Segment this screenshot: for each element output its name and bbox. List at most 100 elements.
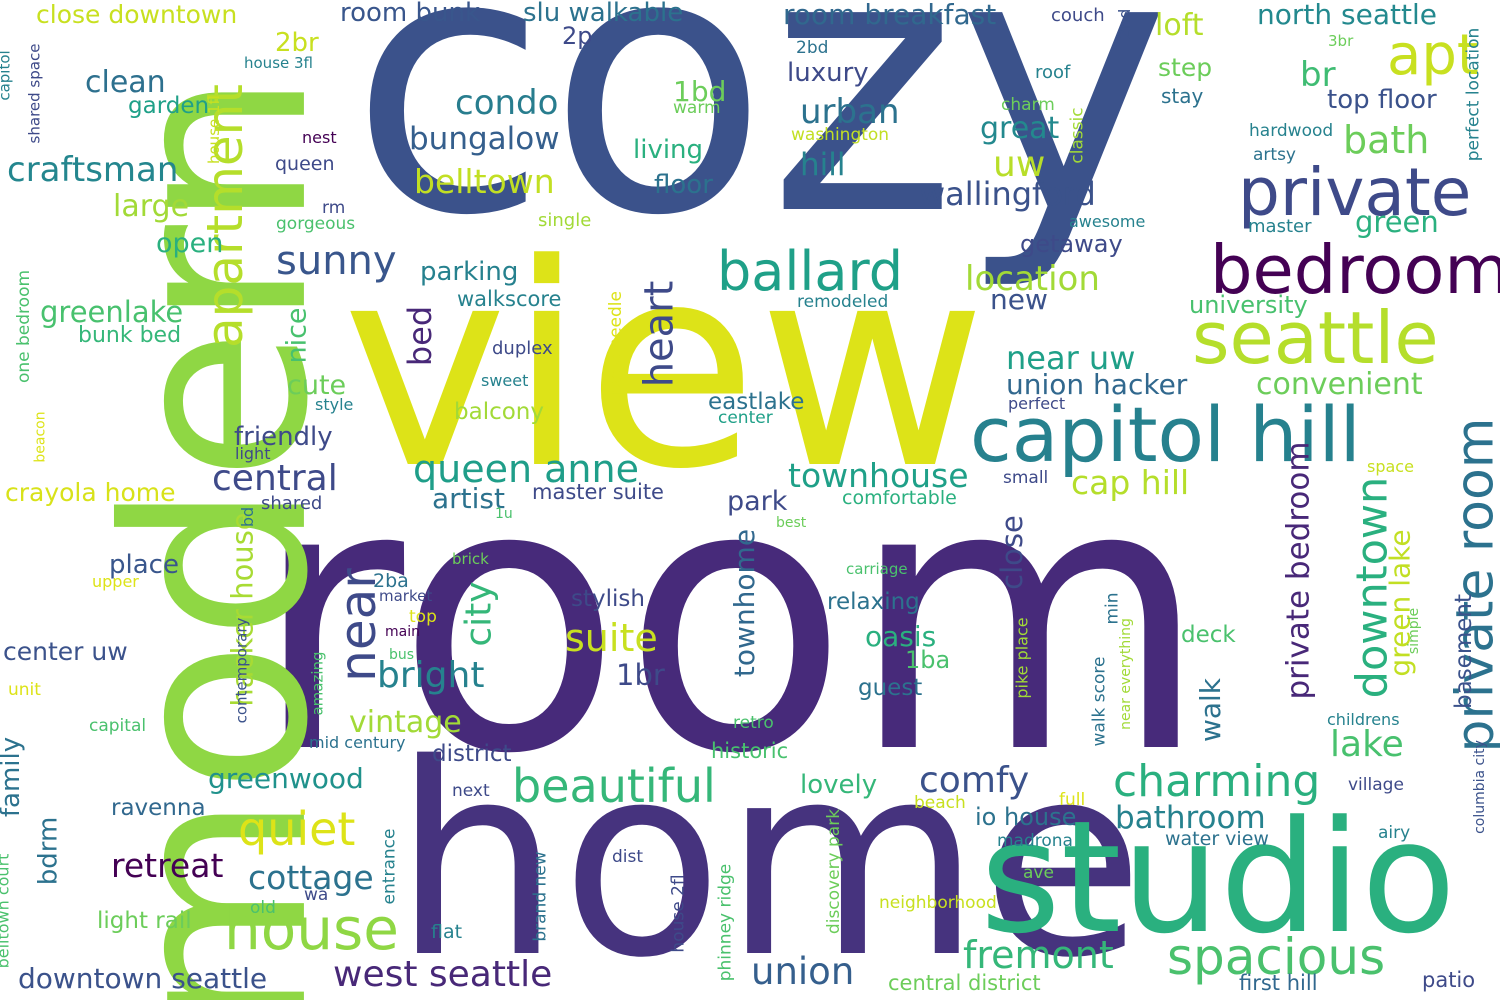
word: house 3fl bbox=[244, 54, 313, 72]
word: large bbox=[113, 189, 190, 224]
word: top bbox=[409, 607, 437, 627]
word: next bbox=[452, 781, 490, 801]
word: house bbox=[224, 895, 399, 963]
word: green bbox=[1355, 205, 1439, 239]
word: perfect bbox=[1008, 394, 1066, 413]
word: best bbox=[776, 515, 807, 531]
word: greenwood bbox=[208, 762, 364, 795]
word: capital bbox=[89, 716, 147, 736]
word: 2bd bbox=[796, 38, 829, 58]
word: nice bbox=[281, 307, 313, 364]
word: parking bbox=[420, 257, 519, 287]
word: step bbox=[1158, 53, 1213, 82]
word: first hill bbox=[1239, 971, 1318, 995]
word: beautiful bbox=[512, 759, 716, 813]
word: room bunk bbox=[340, 0, 481, 28]
word: bus bbox=[389, 647, 415, 663]
word: walk bbox=[1194, 677, 1228, 743]
word: single bbox=[538, 210, 592, 231]
word: seattle bbox=[1192, 296, 1439, 380]
word: union bbox=[751, 950, 855, 993]
word: room breakfast bbox=[783, 0, 997, 31]
word: balcony bbox=[454, 399, 544, 425]
word: park bbox=[727, 486, 788, 517]
word: center uw bbox=[3, 637, 128, 666]
word: bathroom bbox=[1115, 800, 1266, 836]
word: wallingford bbox=[919, 175, 1096, 213]
word: historic bbox=[711, 739, 789, 763]
word: close bbox=[994, 515, 1029, 590]
word: simple bbox=[1406, 607, 1423, 655]
word: bdrm bbox=[33, 816, 64, 886]
word: hardwood bbox=[1249, 121, 1334, 141]
word: perfect location bbox=[1463, 27, 1484, 162]
word: getaway bbox=[1020, 230, 1123, 258]
word: cap hill bbox=[1071, 463, 1190, 502]
word: quiet bbox=[238, 802, 356, 856]
word: comfy bbox=[919, 760, 1030, 801]
word: district bbox=[432, 741, 512, 767]
word: main bbox=[385, 624, 420, 640]
word: rm bbox=[322, 198, 346, 218]
word: queen anne bbox=[413, 447, 639, 491]
word: shared bbox=[261, 493, 323, 514]
word: amazing bbox=[308, 651, 327, 716]
word: slu walkable bbox=[523, 0, 684, 28]
word: charm bbox=[1001, 95, 1055, 115]
word: bunk bed bbox=[78, 323, 182, 348]
word: pike place bbox=[1012, 617, 1032, 699]
word: near everything bbox=[1117, 618, 1134, 730]
word: wa bbox=[304, 885, 329, 905]
word: couch bbox=[1051, 5, 1105, 26]
word: belltown bbox=[414, 162, 555, 201]
word: artsy bbox=[1253, 145, 1296, 165]
word: comfortable bbox=[842, 487, 957, 509]
word: shared space bbox=[25, 43, 44, 144]
word: convenient bbox=[1256, 367, 1423, 402]
word: 1u bbox=[495, 506, 513, 522]
word: airy bbox=[1378, 823, 1411, 843]
word: studio bbox=[980, 787, 1457, 968]
word: ave bbox=[1023, 863, 1054, 883]
word: nest bbox=[302, 128, 337, 147]
word: greenlake bbox=[40, 295, 184, 329]
word: 2p bbox=[562, 22, 593, 50]
word: north seattle bbox=[1257, 0, 1437, 31]
word: stylish bbox=[571, 586, 645, 612]
word: downtown seattle bbox=[18, 962, 268, 995]
word: walkscore bbox=[457, 287, 562, 311]
word: place bbox=[109, 550, 179, 580]
word: house 2fl bbox=[668, 874, 689, 953]
word: water view bbox=[1165, 828, 1269, 850]
word: small bbox=[1003, 468, 1049, 488]
word: great bbox=[980, 111, 1060, 146]
word: market bbox=[379, 587, 433, 605]
word: loft bbox=[1155, 8, 1204, 43]
word: full bbox=[1059, 790, 1086, 810]
word: remodeled bbox=[797, 292, 889, 312]
word: crayola home bbox=[5, 478, 176, 507]
word: sweet bbox=[481, 371, 529, 390]
word: one bedroom bbox=[14, 269, 35, 384]
word: city bbox=[458, 581, 500, 647]
word: artist bbox=[432, 482, 505, 515]
word: suite bbox=[565, 616, 658, 660]
word: master bbox=[1248, 216, 1312, 237]
word: bed bbox=[401, 305, 440, 367]
word: center bbox=[718, 408, 773, 428]
word: central district bbox=[888, 971, 1041, 995]
word: floor bbox=[654, 170, 713, 200]
word: patio bbox=[1422, 968, 1476, 992]
word: 1ba bbox=[905, 646, 951, 674]
word: hill bbox=[800, 147, 846, 183]
word: upper bbox=[92, 572, 139, 591]
word: top floor bbox=[1327, 85, 1437, 115]
word: oasis bbox=[865, 620, 937, 653]
word: space needle bbox=[605, 291, 626, 404]
word: ballard bbox=[717, 240, 903, 303]
word: duplex bbox=[492, 338, 553, 359]
word: townhouse bbox=[788, 456, 969, 495]
word: sunny bbox=[276, 238, 397, 284]
word: guest bbox=[858, 675, 923, 701]
